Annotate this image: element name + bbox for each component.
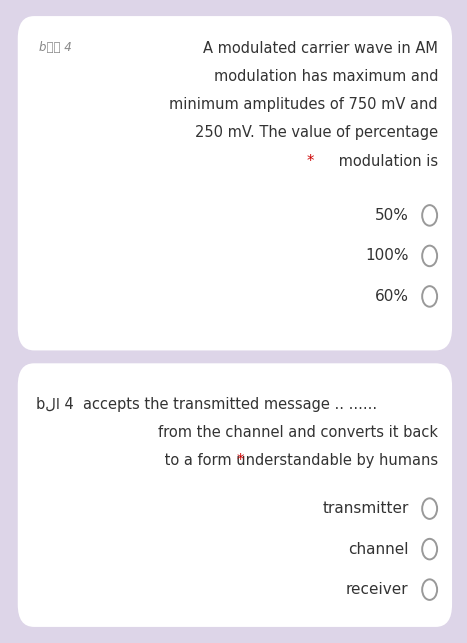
Text: *: *: [237, 453, 244, 468]
Text: 50%: 50%: [375, 208, 409, 223]
Text: to a form understandable by humans: to a form understandable by humans: [160, 453, 438, 468]
Text: bلا 4  accepts the transmitted message .. ......: bلا 4 accepts the transmitted message ..…: [36, 397, 377, 412]
Text: 250 mV. The value of percentage: 250 mV. The value of percentage: [195, 125, 438, 140]
Text: A modulated carrier wave in AM: A modulated carrier wave in AM: [203, 41, 438, 55]
Text: bلا 4: bلا 4: [39, 41, 71, 53]
Text: transmitter: transmitter: [322, 501, 409, 516]
Text: 60%: 60%: [375, 289, 409, 304]
Text: minimum amplitudes of 750 mV and: minimum amplitudes of 750 mV and: [170, 97, 438, 112]
Text: from the channel and converts it back: from the channel and converts it back: [158, 425, 438, 440]
Text: receiver: receiver: [346, 582, 409, 597]
Text: channel: channel: [348, 541, 409, 557]
FancyBboxPatch shape: [18, 16, 452, 350]
Text: modulation is: modulation is: [334, 154, 438, 168]
FancyBboxPatch shape: [18, 363, 452, 627]
Text: *: *: [306, 154, 313, 168]
Text: modulation has maximum and: modulation has maximum and: [213, 69, 438, 84]
Text: 100%: 100%: [365, 248, 409, 264]
